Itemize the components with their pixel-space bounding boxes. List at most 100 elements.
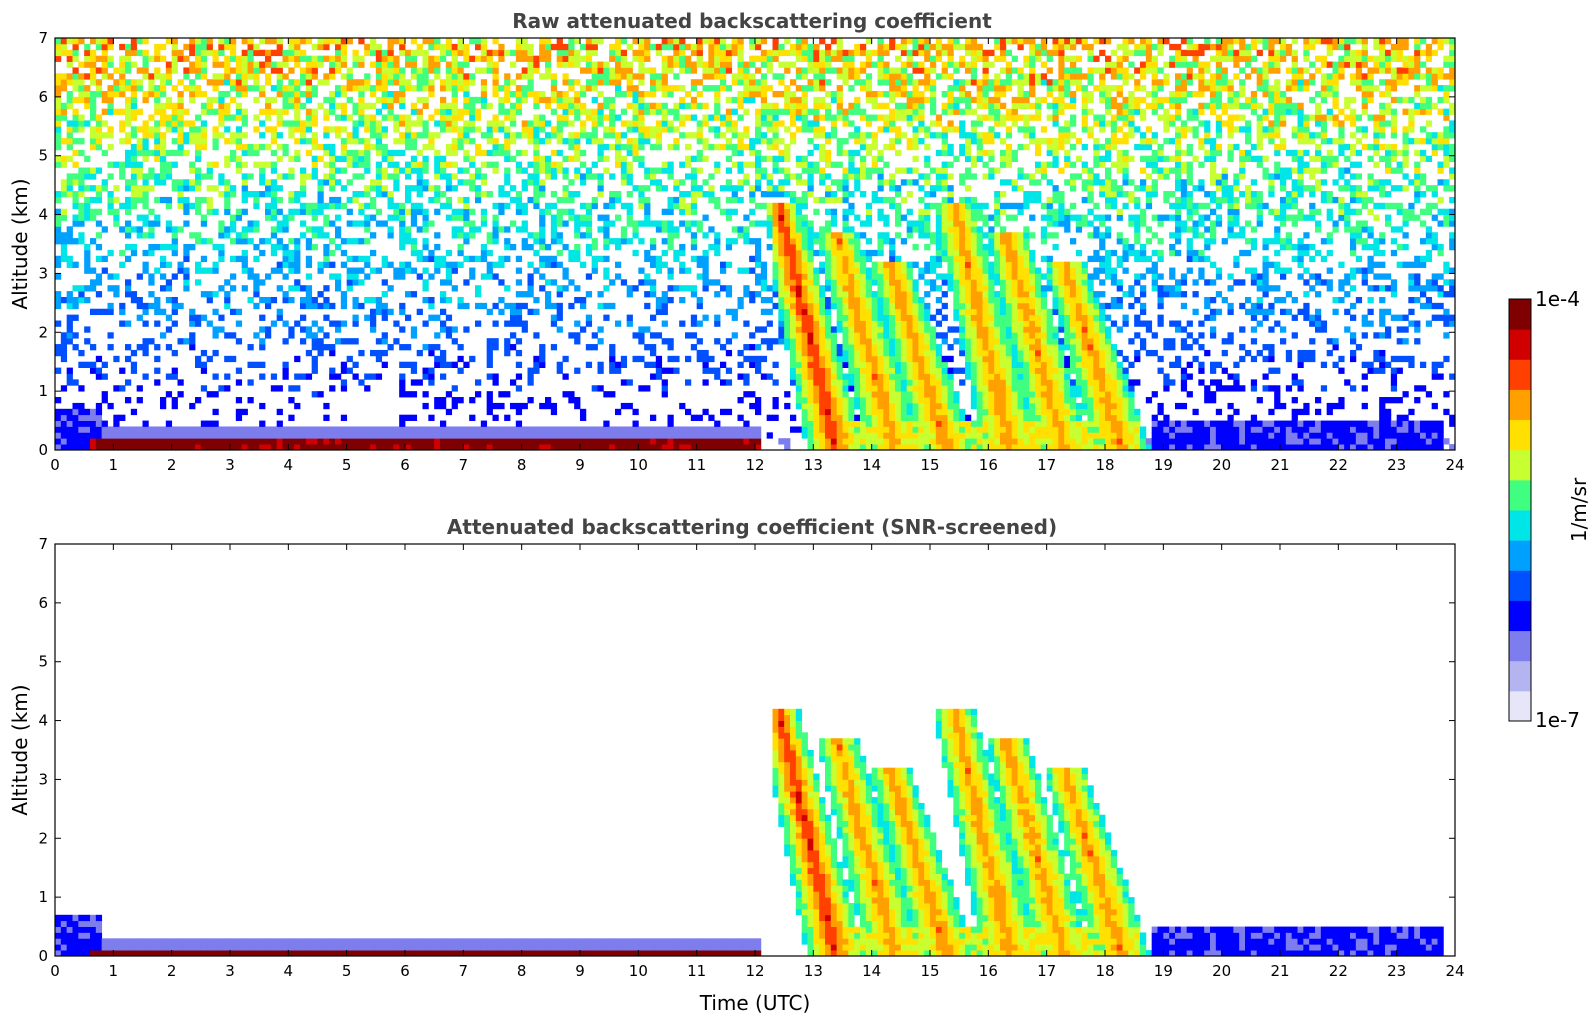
heatmap-cell	[463, 202, 470, 210]
heatmap-cell	[638, 138, 645, 145]
heatmap-cell	[107, 302, 114, 310]
heatmap-cell	[463, 155, 470, 162]
heatmap-cell	[358, 85, 365, 92]
heatmap-cell	[451, 120, 458, 127]
panel-title: Raw attenuated backscattering coefficien…	[512, 9, 992, 33]
heatmap-cell	[708, 185, 715, 192]
heatmap-cell	[813, 438, 820, 445]
heatmap-cell	[766, 338, 773, 345]
heatmap-cell	[550, 214, 558, 221]
heatmap-cell	[241, 38, 248, 45]
heatmap-cell	[801, 232, 808, 239]
heatmap-cell	[346, 161, 353, 168]
heatmap-cell	[95, 426, 103, 433]
heatmap-cell	[171, 185, 178, 192]
heatmap-cell	[865, 120, 873, 127]
heatmap-cell	[165, 196, 173, 204]
heatmap-cell	[510, 114, 517, 121]
heatmap-cell	[125, 132, 132, 139]
heatmap-cell	[218, 432, 225, 439]
heatmap-cell	[370, 102, 377, 110]
heatmap-cell	[731, 49, 738, 57]
heatmap-cell	[288, 155, 295, 162]
heatmap-cell	[784, 232, 791, 239]
heatmap-cell	[160, 108, 167, 115]
heatmap-cell	[60, 114, 68, 121]
heatmap-cell	[550, 85, 558, 92]
heatmap-cell	[620, 279, 628, 286]
heatmap-cell	[294, 191, 301, 198]
heatmap-cell	[130, 132, 138, 139]
heatmap-cell	[358, 155, 365, 162]
heatmap-cell	[136, 161, 143, 168]
heatmap-cell	[370, 114, 377, 121]
heatmap-cell	[375, 161, 383, 168]
heatmap-cell	[399, 420, 406, 427]
heatmap-cell	[189, 138, 196, 145]
heatmap-cell	[830, 367, 838, 374]
heatmap-cell	[101, 426, 108, 433]
heatmap-cell	[504, 414, 511, 421]
heatmap-cell	[288, 296, 295, 304]
heatmap-cell	[620, 179, 628, 186]
heatmap-cell	[580, 414, 587, 421]
heatmap-cell	[253, 49, 260, 57]
heatmap-cell	[440, 355, 447, 363]
heatmap-cell	[387, 38, 394, 45]
heatmap-cell	[154, 296, 161, 304]
heatmap-cell	[329, 373, 336, 380]
heatmap-cell	[253, 79, 260, 86]
heatmap-cell	[352, 155, 359, 162]
heatmap-cell	[154, 138, 161, 145]
heatmap-cell	[860, 61, 867, 68]
heatmap-cell	[667, 426, 674, 433]
heatmap-cell	[387, 43, 394, 51]
heatmap-cell	[790, 291, 797, 298]
heatmap-cell	[428, 90, 435, 98]
heatmap-cell	[370, 43, 377, 51]
heatmap-cell	[615, 79, 622, 86]
heatmap-cell	[585, 167, 593, 174]
heatmap-cell	[323, 285, 330, 292]
heatmap-cell	[574, 114, 581, 121]
heatmap-cell	[428, 314, 435, 321]
heatmap-cell	[136, 185, 143, 192]
heatmap-cell	[340, 185, 348, 192]
heatmap-cell	[766, 202, 773, 210]
heatmap-cell	[405, 132, 412, 139]
heatmap-cell	[626, 120, 633, 127]
heatmap-cell	[358, 173, 365, 180]
heatmap-cell	[200, 102, 208, 110]
heatmap-cell	[457, 432, 464, 439]
heatmap-cell	[550, 302, 558, 310]
heatmap-cell	[165, 120, 173, 127]
heatmap-cell	[352, 320, 359, 327]
heatmap-cell	[545, 138, 552, 145]
heatmap-cell	[609, 344, 616, 351]
heatmap-cell	[860, 373, 867, 380]
heatmap-cell	[422, 185, 429, 192]
heatmap-cell	[591, 202, 598, 210]
heatmap-cell	[871, 191, 878, 198]
heatmap-cell	[720, 49, 727, 57]
heatmap-cell	[667, 161, 674, 168]
heatmap-cell	[410, 367, 418, 374]
heatmap-cell	[836, 361, 843, 368]
heatmap-cell	[428, 138, 435, 145]
heatmap-cell	[270, 61, 278, 68]
heatmap-cell	[101, 61, 108, 68]
heatmap-cell	[165, 344, 173, 351]
heatmap-cell	[860, 391, 867, 398]
heatmap-cell	[189, 90, 196, 98]
heatmap-cell	[270, 85, 278, 92]
heatmap-cell	[90, 196, 97, 204]
heatmap-cell	[148, 432, 155, 439]
heatmap-cell	[294, 49, 301, 57]
heatmap-cell	[130, 43, 138, 51]
heatmap-cell	[311, 67, 318, 74]
heatmap-cell	[346, 79, 353, 86]
heatmap-cell	[305, 373, 313, 380]
heatmap-cell	[440, 438, 447, 445]
heatmap-cell	[521, 208, 528, 215]
heatmap-cell	[539, 273, 546, 280]
